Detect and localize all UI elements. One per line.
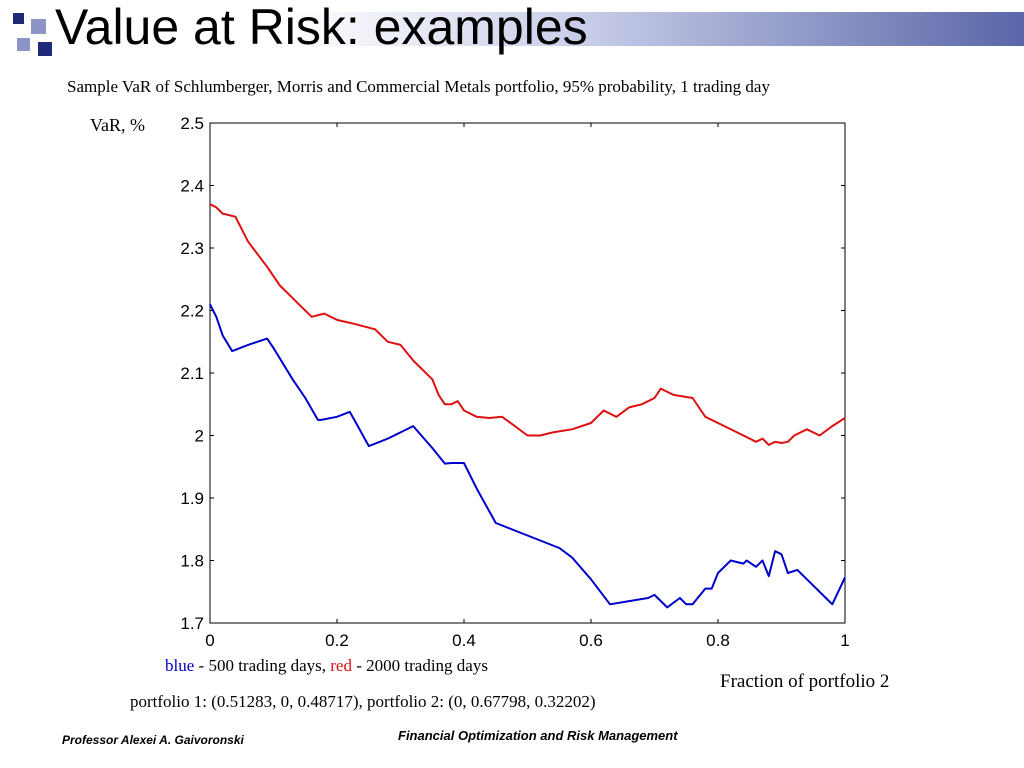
y-tick-label: 2.3 (180, 239, 204, 258)
corner-square-light-2 (17, 38, 30, 51)
x-tick-label: 0.4 (452, 631, 476, 650)
legend-red-word: red (330, 656, 352, 675)
x-tick-label: 0.2 (325, 631, 349, 650)
series-line-2000-days (209, 203, 846, 446)
legend-red-desc: - 2000 trading days (351, 656, 488, 675)
x-tick-label: 0.6 (579, 631, 603, 650)
portfolio-note: portfolio 1: (0.51283, 0, 0.48717), port… (130, 692, 596, 711)
y-tick-label: 2.5 (180, 114, 204, 133)
slide-title: Value at Risk: examples (55, 0, 588, 55)
y-tick-label: 1.7 (180, 614, 204, 633)
corner-square-dark-1 (13, 13, 24, 24)
y-tick-label: 2 (195, 427, 204, 446)
slide-subtitle: Sample VaR of Schlumberger, Morris and C… (67, 77, 770, 96)
legend-text: blue - 500 trading days, red - 2000 trad… (165, 656, 488, 676)
y-tick-label: 2.4 (180, 177, 204, 196)
legend-blue-desc: - 500 trading days, (194, 656, 331, 675)
footer-course: Financial Optimization and Risk Manageme… (398, 728, 678, 743)
y-tick-label: 1.9 (180, 489, 204, 508)
legend-blue-word: blue (165, 656, 195, 675)
x-tick-label: 1 (840, 631, 849, 650)
plot-frame (209, 122, 846, 624)
corner-square-light-1 (31, 19, 46, 34)
x-axis-label: Fraction of portfolio 2 (720, 671, 890, 692)
y-tick-label: 2.2 (180, 302, 204, 321)
y-axis-label: VaR, % (90, 115, 145, 135)
series-line-500-days (209, 303, 846, 609)
corner-square-dark-2 (38, 42, 52, 56)
title-gradient-bar (290, 12, 1024, 46)
x-tick-label: 0 (205, 631, 214, 650)
y-tick-label: 1.8 (180, 552, 204, 571)
x-tick-label: 0.8 (706, 631, 730, 650)
footer-author: Professor Alexei A. Gaivoronski (62, 733, 244, 747)
y-tick-label: 2.1 (180, 364, 204, 383)
